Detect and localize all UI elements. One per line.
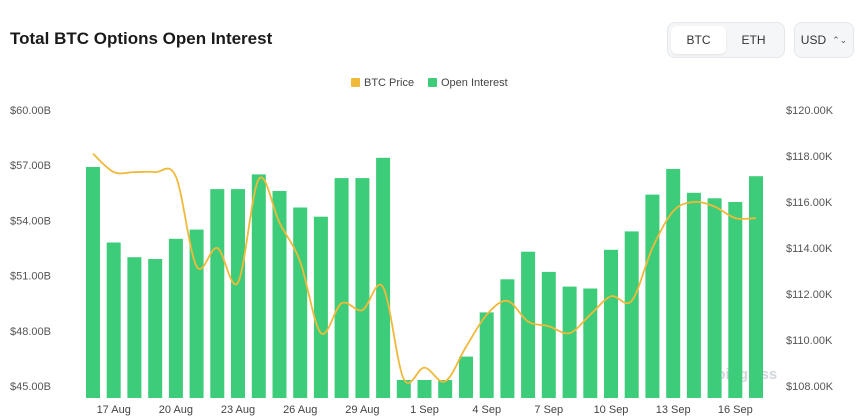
y-right-tick-label: $120.00K — [786, 105, 834, 117]
open-interest-bar — [686, 192, 701, 398]
open-interest-bar — [583, 288, 598, 398]
open-interest-bar — [106, 242, 121, 398]
open-interest-bar — [313, 216, 328, 398]
y-left-tick-label: $57.00B — [10, 160, 51, 172]
open-interest-bar — [168, 238, 183, 398]
open-interest-bar — [541, 271, 556, 398]
open-interest-bar — [562, 286, 577, 398]
open-interest-bar — [272, 191, 287, 398]
currency-label: USD — [800, 33, 827, 47]
open-interest-bar — [86, 167, 100, 398]
open-interest-bar — [749, 176, 763, 398]
x-tick-label: 13 Sep — [656, 404, 691, 416]
legend-label-open-interest: Open Interest — [441, 77, 508, 89]
y-right-tick-label: $112.00K — [786, 289, 833, 301]
open-interest-bar — [500, 279, 515, 398]
open-interest-bar — [521, 251, 536, 398]
btc-tab[interactable]: BTC — [671, 26, 726, 54]
x-tick-label: 1 Sep — [410, 404, 439, 416]
x-tick-label: 23 Aug — [221, 404, 255, 416]
y-left-tick-label: $51.00B — [10, 271, 51, 283]
open-interest-bar — [707, 198, 722, 398]
open-interest-bar — [251, 174, 266, 398]
asset-toggle: BTC ETH — [667, 22, 785, 58]
y-left-tick-label: $60.00B — [10, 105, 51, 117]
legend-swatch-open-interest — [428, 78, 437, 87]
y-right-tick-label: $116.00K — [786, 197, 833, 209]
x-tick-label: 20 Aug — [159, 404, 193, 416]
open-interest-bar — [210, 189, 225, 398]
open-interest-bar — [728, 202, 743, 398]
open-interest-bar — [438, 380, 453, 398]
open-interest-bar — [479, 312, 494, 398]
y-right-tick-label: $114.00K — [786, 243, 833, 255]
x-tick-label: 7 Sep — [534, 404, 563, 416]
open-interest-bar — [355, 178, 370, 398]
open-interest-bar — [624, 231, 639, 398]
open-interest-bar — [127, 257, 142, 398]
open-interest-bar — [334, 178, 349, 398]
eth-tab[interactable]: ETH — [741, 33, 766, 47]
legend-label-btc-price: BTC Price — [364, 77, 414, 89]
y-right-tick-label: $108.00K — [786, 381, 834, 393]
open-interest-bar — [604, 249, 618, 398]
open-interest-bar — [645, 194, 660, 398]
x-tick-label: 29 Aug — [345, 404, 379, 416]
open-interest-bar — [293, 207, 308, 398]
y-right-tick-label: $118.00K — [786, 151, 833, 163]
open-interest-bar — [417, 380, 432, 398]
y-right-tick-label: $110.00K — [786, 335, 833, 347]
currency-select[interactable]: USD ⌃⌄ — [794, 22, 854, 58]
chevron-updown-icon: ⌃⌄ — [832, 34, 848, 45]
legend-swatch-btc-price — [351, 78, 360, 87]
btc-price-line — [92, 153, 757, 384]
open-interest-bar — [376, 157, 391, 398]
open-interest-bar — [396, 380, 411, 398]
x-tick-label: 26 Aug — [283, 404, 317, 416]
y-left-tick-label: $54.00B — [10, 215, 51, 227]
x-tick-label: 4 Sep — [472, 404, 501, 416]
x-tick-label: 10 Sep — [594, 404, 629, 416]
x-tick-label: 16 Sep — [718, 404, 753, 416]
page-title: Total BTC Options Open Interest — [10, 29, 273, 48]
watermark-text: coinglass — [708, 366, 777, 383]
open-interest-bar — [189, 229, 204, 398]
open-interest-bar — [231, 189, 245, 398]
open-interest-bar — [459, 356, 473, 398]
open-interest-bar — [666, 168, 681, 398]
x-tick-label: 17 Aug — [97, 404, 131, 416]
open-interest-bar — [148, 259, 163, 398]
y-left-tick-label: $45.00B — [10, 381, 51, 393]
y-left-tick-label: $48.00B — [10, 326, 51, 338]
